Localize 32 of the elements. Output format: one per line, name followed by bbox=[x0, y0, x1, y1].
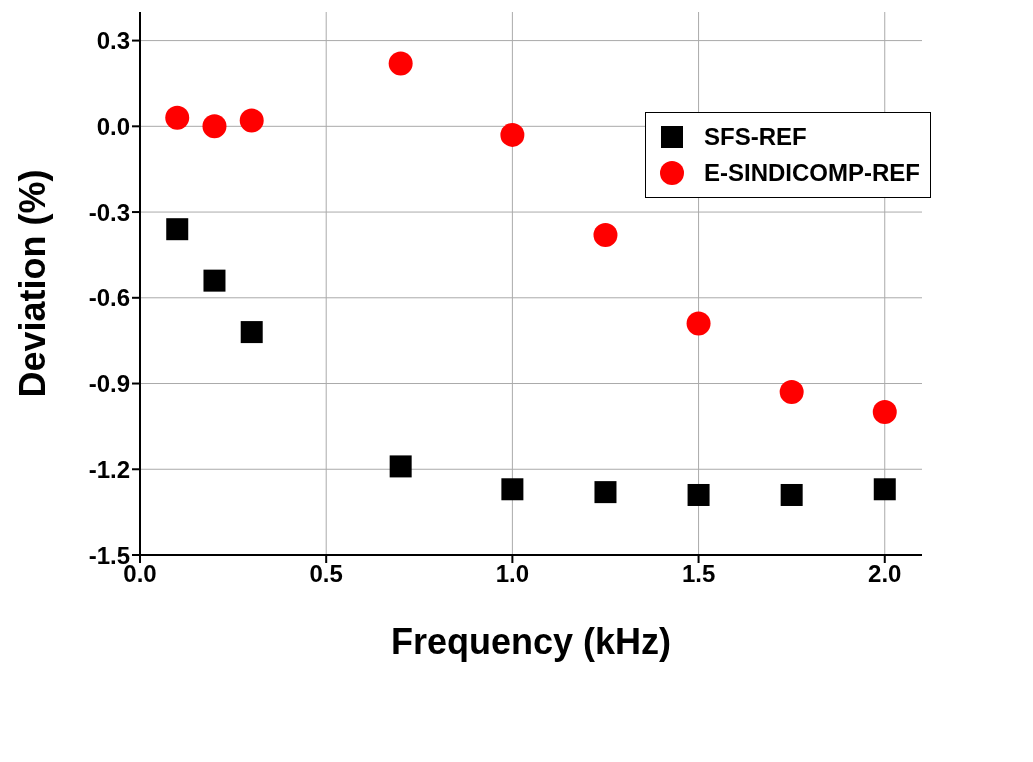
x-tick-label: 1.0 bbox=[495, 560, 530, 588]
point bbox=[780, 483, 803, 506]
x-tick-label: 2.0 bbox=[868, 560, 902, 588]
x-tick-label: 0.5 bbox=[309, 560, 343, 588]
y-tick-label: -0.9 bbox=[88, 370, 130, 398]
point bbox=[872, 400, 897, 425]
point bbox=[779, 380, 804, 405]
point bbox=[240, 321, 263, 344]
y-axis-title: Deviation (%) bbox=[11, 169, 53, 398]
y-tick-label: 0.0 bbox=[96, 112, 130, 140]
point bbox=[593, 222, 618, 247]
point bbox=[873, 478, 896, 501]
y-tick-label: -1.2 bbox=[88, 455, 130, 483]
point bbox=[165, 105, 190, 130]
x-tick-label: 1.5 bbox=[681, 560, 716, 588]
legend-label: E-SINDICOMP-REF bbox=[704, 159, 920, 187]
point bbox=[500, 122, 525, 147]
point bbox=[166, 218, 189, 241]
point bbox=[389, 455, 412, 478]
point bbox=[501, 478, 524, 501]
point bbox=[594, 481, 617, 504]
legend-label: SFS-REF bbox=[704, 123, 807, 151]
point bbox=[687, 483, 710, 506]
point bbox=[239, 108, 264, 133]
y-tick-label: -0.3 bbox=[88, 198, 130, 226]
point bbox=[686, 311, 711, 336]
y-tick-label: -0.6 bbox=[88, 284, 130, 312]
point bbox=[203, 269, 226, 292]
y-tick-label: 0.3 bbox=[96, 27, 130, 55]
x-axis-title: Frequency (kHz) bbox=[390, 621, 672, 662]
point bbox=[388, 51, 413, 76]
point bbox=[202, 114, 227, 139]
